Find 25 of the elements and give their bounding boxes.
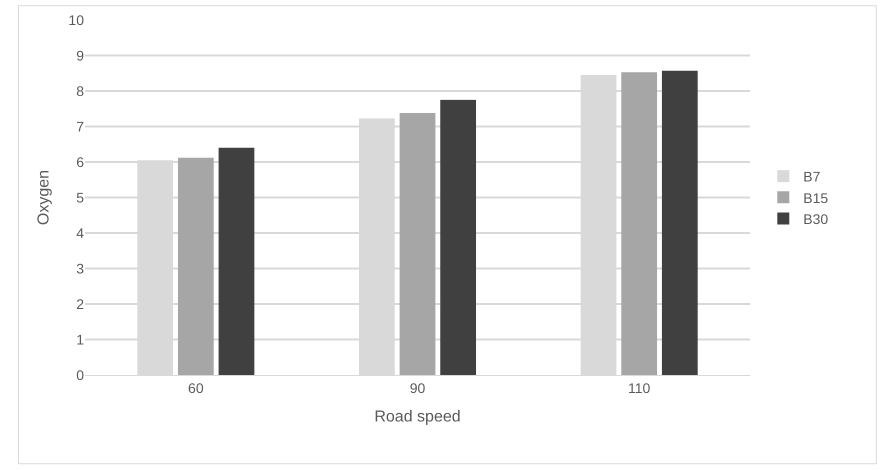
y-tick-label: 10 [68, 12, 84, 28]
y-tick-label: 4 [76, 224, 84, 241]
bar [218, 148, 254, 375]
bar [621, 72, 658, 375]
bar [400, 113, 436, 375]
bar [440, 100, 476, 375]
y-tick-label: 5 [76, 189, 84, 206]
bar [178, 158, 214, 375]
x-tick-label: 60 [188, 380, 204, 396]
y-tick-label: 6 [76, 154, 84, 170]
y-axis-title: Oxygen [35, 170, 52, 226]
legend-label: B15 [803, 190, 828, 206]
y-tick-label: 7 [76, 118, 84, 134]
y-tick-label: 8 [76, 82, 84, 99]
x-axis-title: Road speed [374, 408, 461, 426]
y-tick-label: 9 [76, 47, 84, 64]
bar [662, 70, 698, 375]
legend-label: B30 [803, 210, 828, 227]
legend-label: B7 [803, 168, 821, 185]
x-tick-label: 110 [628, 380, 651, 396]
y-tick-label: 2 [76, 296, 84, 312]
y-tick-label: 1 [76, 331, 84, 348]
y-tick-label: 3 [76, 260, 84, 276]
x-tick-label: 90 [410, 380, 426, 396]
y-tick-label: 0 [76, 366, 84, 383]
